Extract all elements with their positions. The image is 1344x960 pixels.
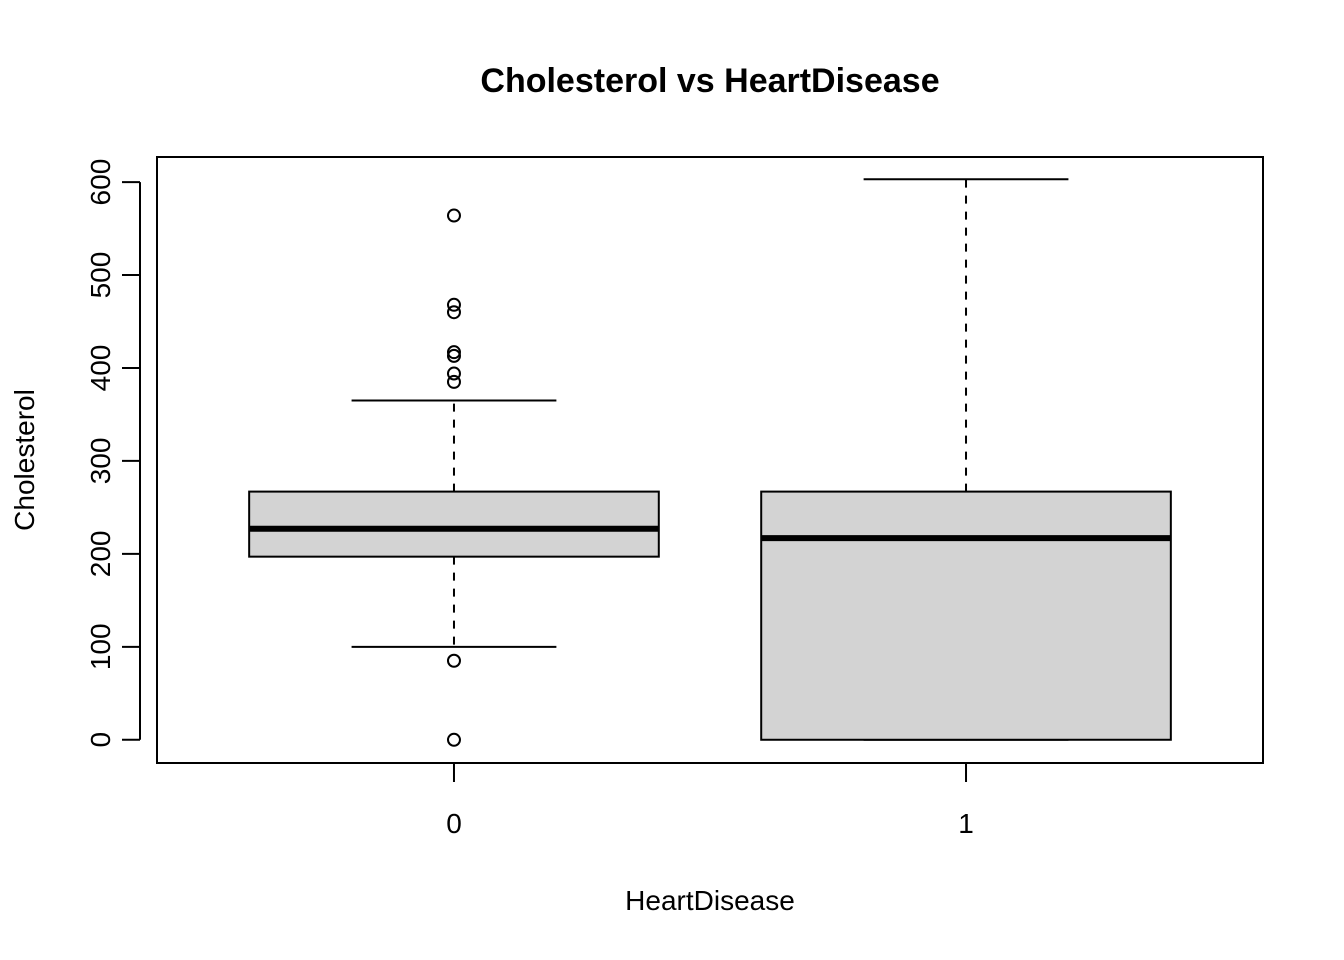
boxes (248, 178, 1172, 747)
y-axis: 0 100 200 300 400 500 600 (85, 159, 141, 748)
outlier-point (446, 374, 461, 389)
box-iqr (760, 490, 1172, 741)
box-iqr (248, 490, 660, 558)
outlier-point (446, 653, 461, 668)
plot-frame (156, 156, 1264, 764)
y-tick-label: 400 (85, 345, 116, 392)
outlier-point (446, 208, 461, 223)
outlier-point (446, 297, 461, 312)
y-tick-label: 500 (85, 252, 116, 299)
outlier-point (446, 348, 461, 363)
x-tick-label: 1 (958, 808, 974, 839)
outlier-point (446, 305, 461, 320)
box-group-1 (760, 178, 1172, 741)
outlier-point (446, 732, 461, 747)
outlier-point (446, 345, 461, 360)
y-tick-label: 200 (85, 531, 116, 578)
y-axis-label: Cholesterol (9, 389, 40, 531)
x-tick-label: 0 (446, 808, 462, 839)
y-tick-label: 0 (85, 732, 116, 748)
y-tick-label: 100 (85, 623, 116, 670)
y-tick-label: 600 (85, 159, 116, 206)
chart-title: Cholesterol vs HeartDisease (480, 62, 939, 100)
y-tick-label: 300 (85, 438, 116, 485)
box-group-0 (248, 208, 660, 747)
x-axis-label: HeartDisease (625, 885, 795, 916)
outlier-point (446, 366, 461, 381)
